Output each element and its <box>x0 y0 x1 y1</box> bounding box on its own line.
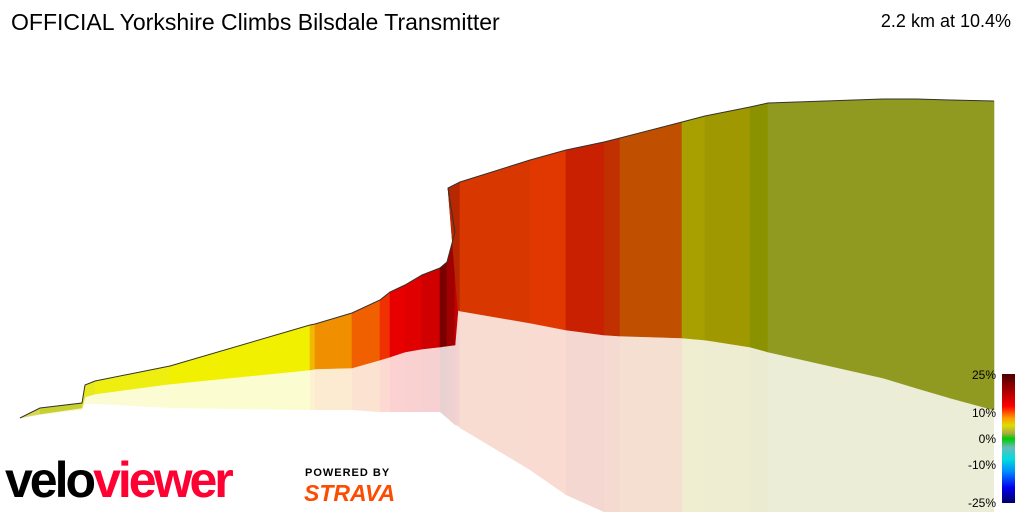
gradient-segment <box>704 106 751 348</box>
reflection-segment <box>750 347 768 512</box>
legend-tick: 10% <box>971 406 996 420</box>
gradient-segment <box>603 137 621 337</box>
reflection-segment <box>380 357 390 412</box>
reflection-segment <box>768 352 883 512</box>
gradient-segment <box>915 98 951 399</box>
logo-velo: velo <box>5 452 96 508</box>
reflection-segment <box>950 398 994 512</box>
reflection-segment <box>440 346 447 418</box>
legend-tick: -10% <box>967 458 996 472</box>
gradient-segment <box>439 261 448 348</box>
gradient-segment <box>681 115 706 341</box>
gradient-segment <box>767 98 884 379</box>
gradient-segment <box>459 159 531 324</box>
gradient-legend-bar <box>1002 374 1015 503</box>
veloviewer-logo: veloviewer <box>5 452 234 508</box>
gradient-segment <box>529 149 567 331</box>
legend-tick: -25% <box>967 496 996 510</box>
gradient-segment <box>421 267 441 350</box>
reflection-segment <box>422 347 440 412</box>
legend-tick: 25% <box>971 368 996 382</box>
gradient-segment <box>749 102 769 353</box>
gradient-segment <box>351 299 381 369</box>
reflection-segment <box>352 360 380 412</box>
reflection-segment <box>405 349 422 412</box>
reflection-segment <box>705 340 750 512</box>
reflection-segment <box>170 370 310 410</box>
reflection-segment <box>310 369 315 410</box>
reflection-segment <box>620 336 682 512</box>
gradient-segment <box>619 121 683 339</box>
page-title: OFFICIAL Yorkshire Climbs Bilsdale Trans… <box>11 9 500 35</box>
reflection-segment <box>460 311 530 470</box>
reflection-segment <box>315 368 352 410</box>
gradient-segment <box>882 98 917 389</box>
gradient-segment <box>309 323 316 371</box>
logo-viewer: viewer <box>93 452 234 508</box>
gradient-segment <box>389 284 406 358</box>
profile-top-line <box>19 98 995 419</box>
gradient-segment <box>949 99 995 411</box>
reflection-segment <box>458 310 460 428</box>
reflection-segment <box>390 352 405 412</box>
reflection-segment <box>95 384 170 408</box>
reflection-segment <box>883 378 916 512</box>
legend-tick: 0% <box>978 432 996 446</box>
reflection-segment <box>604 335 620 512</box>
strava-logo: STRAVA <box>304 480 396 506</box>
climb-summary: 2.2 km at 10.4% <box>880 11 1011 31</box>
powered-by-label: POWERED BY <box>305 467 391 479</box>
gradient-segment <box>379 291 391 361</box>
reflection-segment <box>566 330 604 512</box>
reflection-segment <box>916 388 950 512</box>
gradient-segment <box>314 312 353 370</box>
reflection-segment <box>530 323 566 495</box>
reflection-segment <box>447 345 455 425</box>
gradient-segment <box>404 274 423 353</box>
reflection-segment <box>682 338 705 512</box>
gradient-segment <box>565 141 605 336</box>
